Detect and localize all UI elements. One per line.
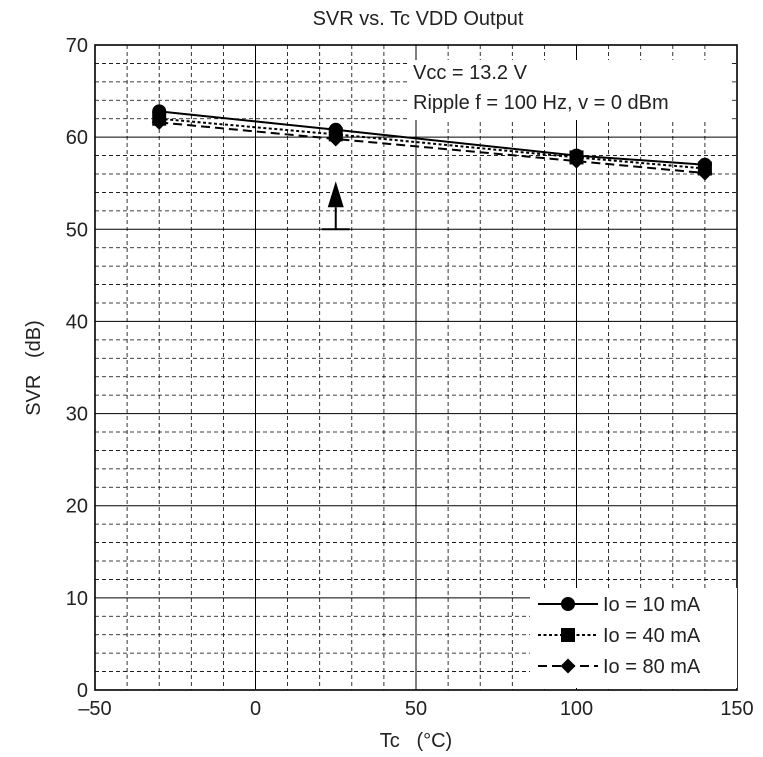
- x-tick-label: 50: [405, 698, 427, 720]
- y-tick-label: 0: [77, 680, 88, 702]
- x-tick-label: 150: [720, 698, 753, 720]
- condition-annotations: Vcc = 13.2 V Ripple f = 100 Hz, v = 0 dB…: [410, 60, 730, 120]
- y-tick-label: 40: [66, 311, 88, 333]
- legend-marker-1: [561, 628, 575, 642]
- y-tick-label: 10: [66, 588, 88, 610]
- y-tick-label: 20: [66, 496, 88, 518]
- x-tick-label: 100: [560, 698, 593, 720]
- series-line-2: [159, 121, 705, 175]
- plot-area-frame: [94, 44, 738, 691]
- x-axis-label: Tc (°C): [380, 730, 452, 752]
- legend-marker-2: [560, 658, 576, 674]
- legend: Io = 10 mA Io = 40 mA Io = 80 mA: [530, 588, 737, 688]
- data-point-series-2: [328, 131, 344, 147]
- x-tick-label: –50: [78, 698, 111, 720]
- x-tick-label: 0: [250, 698, 261, 720]
- y-axis-label: SVR (dB): [23, 320, 45, 416]
- series-markers: [151, 104, 713, 181]
- spec-arrow-head: [327, 181, 344, 208]
- y-tick-label: 60: [66, 127, 88, 149]
- chart-title: SVR vs. Tc VDD Output: [313, 8, 524, 30]
- y-tick-label: 70: [66, 35, 88, 57]
- y-tick-label: 30: [66, 404, 88, 426]
- annotation-ripple: Ripple f = 100 Hz, v = 0 dBm: [413, 92, 669, 114]
- grid: [95, 45, 737, 690]
- y-tick-label: 50: [66, 219, 88, 241]
- legend-label-1: Io = 40 mA: [603, 625, 701, 647]
- annotation-background: [410, 60, 730, 120]
- data-point-series-2: [697, 165, 713, 181]
- series-line-0: [159, 110, 705, 166]
- spec-limit-marker: [321, 181, 350, 231]
- series-lines: [159, 110, 705, 175]
- data-point-series-2: [569, 153, 584, 169]
- legend-label-0: Io = 10 mA: [603, 594, 701, 616]
- annotation-vcc: Vcc = 13.2 V: [413, 62, 528, 84]
- legend-label-2: Io = 80 mA: [603, 656, 701, 678]
- series-line-1: [159, 117, 705, 170]
- data-point-series-2: [151, 114, 167, 130]
- legend-marker-0: [561, 597, 575, 611]
